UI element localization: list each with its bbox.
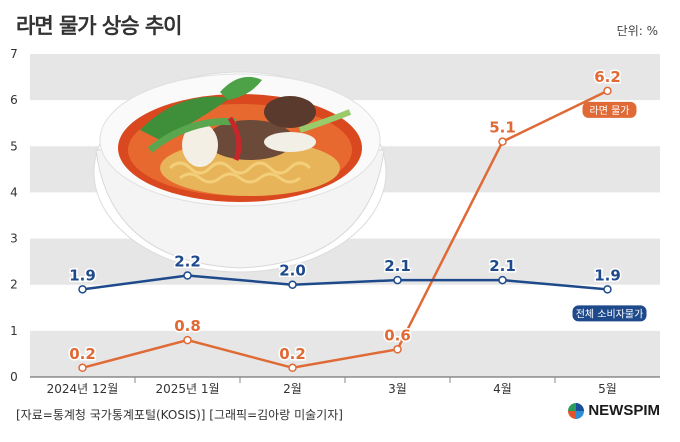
y-tick-label: 7 [10, 47, 18, 61]
series-line-ramen [82, 89, 609, 370]
point-cpi [78, 285, 87, 294]
series-line-cpi [82, 274, 608, 291]
point-ramen [183, 335, 192, 345]
point-ramen [603, 86, 612, 96]
y-tick-label: 6 [10, 93, 18, 107]
x-tick-label: 5월 [598, 382, 617, 396]
data-label-cpi: 1.9 [69, 266, 96, 284]
data-label-ramen: 6.2 [594, 68, 621, 86]
data-label-cpi: 2.1 [384, 257, 411, 275]
point-cpi [288, 280, 297, 289]
data-label-ramen: 0.6 [384, 326, 411, 344]
legend-tag-cpi: 전체 소비자물가 [572, 305, 647, 322]
unit-label: 단위: % [616, 24, 658, 38]
data-label-ramen: 5.1 [489, 119, 516, 137]
ramen-bowl-illustration [93, 71, 387, 273]
point-cpi [498, 275, 507, 285]
point-cpi [393, 275, 402, 285]
newspim-logo: NEWSPIM [568, 402, 660, 419]
x-tick-label: 4월 [493, 382, 512, 396]
point-ramen [78, 363, 87, 373]
brand-name: NEWSPIM [588, 402, 660, 419]
data-label-ramen: 0.2 [279, 345, 306, 363]
point-cpi [183, 271, 192, 280]
legend-tag-bg [572, 305, 647, 322]
data-label-ramen: 0.8 [174, 317, 201, 335]
grid-band [30, 54, 660, 101]
y-tick-label: 1 [10, 324, 18, 338]
y-tick-label: 5 [10, 139, 18, 153]
grid-band [30, 238, 660, 285]
legend-tag-ramen: 라면 물가 [582, 101, 637, 118]
source-note: [자료=통계청 국가통계포털(KOSIS)] [그래픽=김아랑 미술기자] [16, 408, 343, 422]
legend-tag-bg [582, 101, 637, 118]
data-label-cpi: 1.9 [594, 266, 621, 284]
y-tick-label: 2 [10, 278, 18, 292]
point-ramen [393, 345, 402, 354]
data-label-ramen: 0.2 [69, 345, 96, 363]
x-tick-label: 2월 [283, 382, 302, 396]
point-ramen [288, 363, 297, 373]
data-label-cpi: 2.1 [489, 257, 516, 275]
newspim-logo-icon [568, 402, 585, 419]
y-tick-label: 4 [10, 185, 18, 199]
legend-tag-text: 라면 물가 [590, 105, 630, 117]
chart-title: 라면 물가 상승 추이 [16, 14, 182, 38]
x-tick-label: 3월 [388, 382, 407, 396]
x-tick-label: 2024년 12월 [47, 382, 119, 396]
y-tick-label: 0 [10, 370, 18, 384]
legend-tag-text: 전체 소비자물가 [576, 308, 644, 320]
y-tick-label: 3 [10, 232, 18, 246]
data-label-cpi: 2.0 [279, 262, 306, 280]
grid-band [30, 330, 660, 377]
point-ramen [498, 137, 507, 146]
point-cpi [603, 285, 612, 294]
x-tick-label: 2025년 1월 [155, 382, 219, 396]
data-label-cpi: 2.2 [174, 252, 201, 270]
